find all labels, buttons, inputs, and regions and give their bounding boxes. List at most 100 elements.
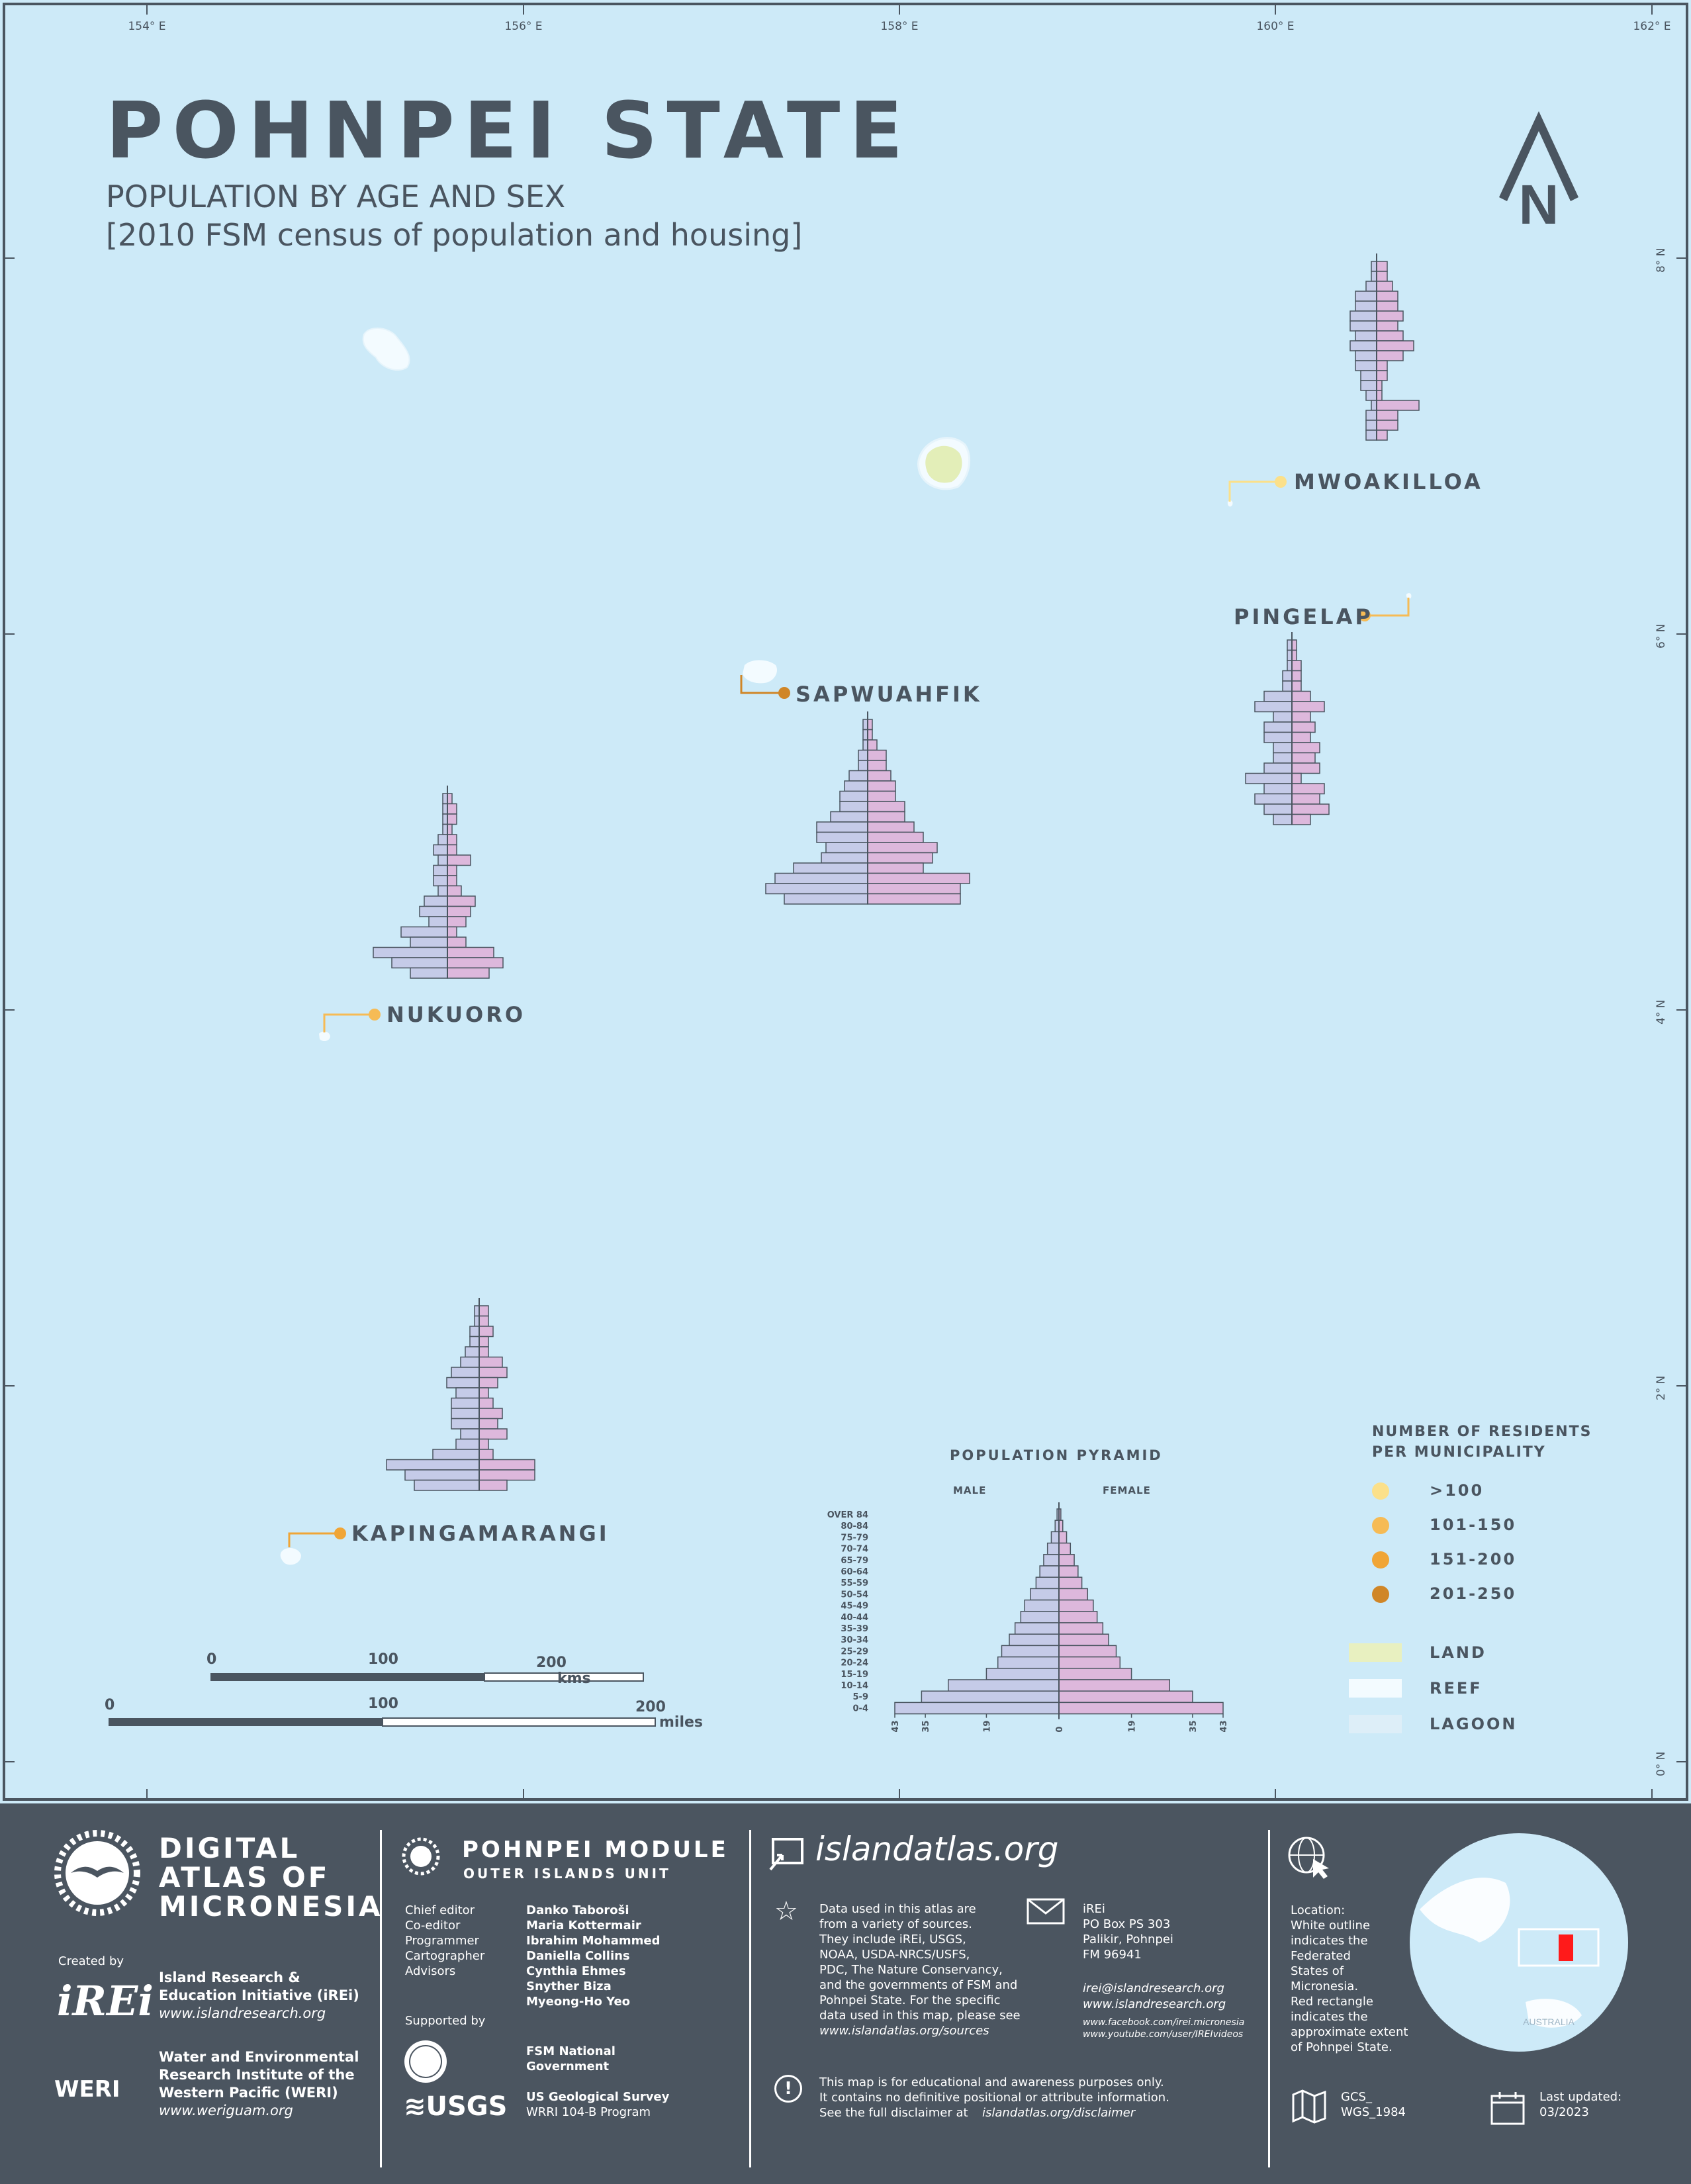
contact-youtube[interactable]: www.youtube.com/user/IREIvideos [1083, 2029, 1244, 2040]
pyramid-bar-male [1282, 670, 1293, 682]
kms-tick-100: 100 [368, 1651, 398, 1668]
pyramid-bar-female [447, 936, 467, 948]
pohnpei-land-shape [925, 445, 962, 483]
location-line: of Pohnpei State. [1291, 2040, 1393, 2054]
atlas-title-line2: ATLAS OF [159, 1861, 330, 1893]
irei-name-line2: Education Initiative (iREi) [159, 1987, 359, 2003]
pyramid-bar-male [1254, 793, 1293, 805]
age-group-label: 50-54 [841, 1590, 868, 1600]
pingelap-dot [1359, 610, 1371, 621]
lon-label-156: 156° E [504, 20, 543, 33]
updated-label: Last updated: [1539, 2090, 1622, 2104]
location-line: indicates the [1291, 2010, 1368, 2024]
pyramid-bar-female [479, 1397, 494, 1409]
age-group-label: 45-49 [841, 1602, 868, 1612]
pyramid-bar-female [479, 1305, 489, 1317]
pyramid-bar-female [867, 852, 933, 864]
location-line: States of [1291, 1964, 1344, 1978]
nukuoro-label: NUKUORO [387, 1002, 526, 1027]
contact-facebook[interactable]: www.facebook.com/irei.micronesia [1083, 2017, 1245, 2028]
contact-web[interactable]: www.islandresearch.org [1083, 1997, 1226, 2011]
age-group-label: 15-19 [841, 1670, 868, 1680]
pyramid-bar-male [765, 883, 868, 895]
contact-line: Palikir, Pohnpei [1083, 1933, 1173, 1946]
pyramid-bar-female [1376, 360, 1388, 371]
pyramid-bar-male [816, 831, 868, 843]
site-link[interactable]: islandatlas.org [815, 1830, 1059, 1868]
age-group-label: 10-14 [841, 1681, 868, 1691]
pyramid-bar-female [867, 831, 924, 843]
pingelap-leader [1365, 598, 1410, 617]
sources-line: Data used in this atlas are [819, 1902, 976, 1916]
pyramid-bar-male [410, 967, 448, 979]
pyramid-bar-female [1376, 300, 1398, 312]
supported-by-label: Supported by [405, 2014, 486, 2028]
pyramid-bar-male [437, 854, 448, 866]
sources-text: Data used in this atlas are from a variet… [819, 1901, 1021, 2023]
legend-bar-female [1058, 1622, 1104, 1635]
land-layer [280, 327, 1412, 1565]
contact-email[interactable]: irei@islandresearch.org [1083, 1981, 1224, 1995]
x-tick-label: 43 [1219, 1721, 1229, 1733]
disclaimer-url[interactable]: islandatlas.org/disclaimer [982, 2106, 1136, 2120]
disclaimer-line: See the full disclaimer at [819, 2106, 968, 2120]
credit-person: Ibrahim Mohammed [526, 1934, 661, 1948]
pyramid-bar-male [793, 862, 868, 874]
weri-info: Water and Environmental Research Institu… [159, 2048, 359, 2120]
pyramid-bar-male [391, 957, 448, 969]
pyramid-bar-male [1273, 752, 1293, 764]
pyramid-bar-female [1291, 803, 1330, 815]
pyramid-bar-male [821, 852, 868, 864]
star-icon: ☆ [774, 1896, 798, 1927]
pyramid-bar-male [1355, 360, 1377, 371]
fsm-line1: FSM National [526, 2044, 616, 2058]
pyramid-bar-male [460, 1428, 480, 1440]
sources-line: data used in this map, please see [819, 2009, 1021, 2023]
pyramid-bar-female [447, 793, 453, 805]
pyramid-bar-male [1263, 762, 1293, 774]
sources-line: Pohnpei State. For the specific [819, 1993, 1001, 2007]
sapwuahfik-dot [778, 687, 790, 699]
location-line: Location: [1291, 1903, 1346, 1917]
envelope-icon [1027, 1898, 1065, 1925]
pyramid-bar-female [447, 957, 504, 969]
weri-url[interactable]: www.weriguam.org [159, 2103, 293, 2118]
locator-globe: AUSTRALIA [1410, 1833, 1628, 2052]
pyramid-bar-male [419, 905, 448, 917]
credit-role: Programmer [405, 1934, 479, 1948]
sources-line: from a variety of sources. [819, 1917, 972, 1931]
pyramid-bar-female [867, 760, 887, 772]
kms-bar-light [484, 1672, 644, 1682]
pyramid-bar-male [839, 790, 868, 802]
mwoakilloa-label: MWOAKILLOA [1294, 469, 1483, 494]
pyramid-bar-female [1291, 762, 1320, 774]
sources-url[interactable]: www.islandatlas.org/sources [819, 2024, 989, 2038]
pyramid-bar-male [451, 1408, 480, 1420]
legend-bar-male [1020, 1611, 1060, 1623]
location-line: Micronesia. [1291, 1979, 1359, 1993]
pyramid-bar-female [447, 834, 457, 846]
pyramid-bar-female [447, 823, 453, 835]
pyramid-bar-male [428, 916, 448, 928]
miles-bar-light [382, 1717, 656, 1727]
pyramid-bar-female [479, 1428, 508, 1440]
credit-role: Advisors [405, 1964, 456, 1978]
location-line: Red rectangle [1291, 1995, 1373, 2009]
module-logo-icon [402, 1837, 440, 1876]
globe-australia-label: AUSTRALIA [1523, 2017, 1575, 2027]
contact-line: PO Box PS 303 [1083, 1917, 1171, 1931]
pyramid-bar-female [1376, 340, 1414, 351]
pyramid-bar-male [469, 1326, 480, 1338]
credits-roles: Chief editor Co-editor Programmer Cartograp… [405, 1903, 484, 1979]
size-legend-label: 151-200 [1430, 1550, 1517, 1569]
sources-line: NOAA, USDA-NRCS/USFS, [819, 1948, 970, 1962]
pyramid-bar-male [400, 926, 448, 938]
pyramid-bar-female [447, 916, 467, 928]
legend-title-line1: NUMBER OF RESIDENTS [1372, 1424, 1592, 1440]
sapwuahfik-atoll-shape [743, 660, 778, 684]
pyramid-bar-female [1291, 701, 1325, 713]
irei-url[interactable]: www.islandresearch.org [159, 2005, 326, 2021]
age-group-label: 20-24 [841, 1659, 868, 1668]
credit-person: Danko Taboroši [526, 1903, 629, 1917]
